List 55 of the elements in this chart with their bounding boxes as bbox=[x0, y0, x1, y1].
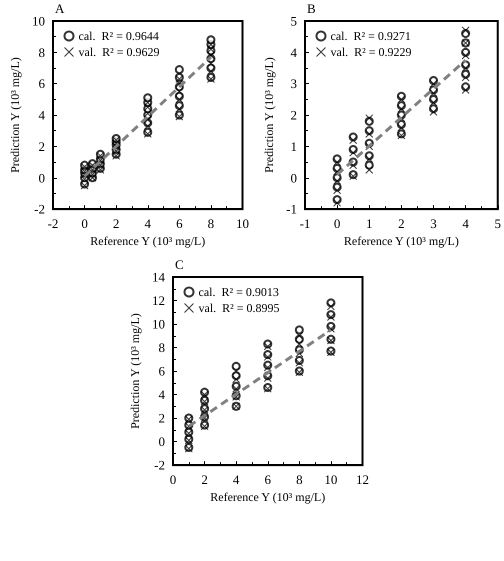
legend-label: val. R² = 0.9629 bbox=[78, 45, 160, 59]
x-tick-label: 12 bbox=[356, 472, 369, 488]
y-axis-title: Prediction Y (10³ mg/L) bbox=[128, 313, 142, 429]
x-tick-label: 0 bbox=[81, 216, 88, 232]
y-tick-label: 0 bbox=[290, 170, 297, 186]
x-tick-label: 2 bbox=[112, 216, 120, 232]
y-tick-label: 14 bbox=[152, 270, 166, 284]
y-tick-label: 10 bbox=[32, 14, 45, 28]
y-tick-label: 8 bbox=[158, 340, 165, 356]
y-axis-title: Prediction Y (10³ mg/L) bbox=[8, 57, 22, 173]
y-tick-label: 4 bbox=[158, 387, 166, 402]
y-tick-label: 5 bbox=[290, 14, 297, 28]
x-tick-label: 5 bbox=[494, 216, 501, 232]
y-tick-label: 12 bbox=[152, 293, 165, 308]
x-tick-label: 10 bbox=[324, 472, 338, 488]
y-tick-label: 0 bbox=[158, 434, 165, 450]
x-tick-label: 4 bbox=[232, 472, 240, 488]
y-tick-label: 10 bbox=[152, 316, 165, 332]
x-tick-label: 1 bbox=[366, 216, 372, 232]
x-tick-label: 2 bbox=[201, 472, 208, 488]
x-tick-label: 0 bbox=[334, 216, 340, 232]
y-tick-label: 4 bbox=[38, 108, 46, 123]
y-tick-label: -2 bbox=[34, 202, 45, 217]
y-tick-label: -2 bbox=[154, 458, 165, 473]
chart-title: C bbox=[175, 257, 184, 272]
x-tick-label: 3 bbox=[430, 216, 437, 232]
x-tick-label: 6 bbox=[176, 216, 184, 232]
y-tick-label: 2 bbox=[290, 108, 297, 123]
y-tick-label: 6 bbox=[158, 364, 166, 379]
x-tick-label: 0 bbox=[170, 472, 176, 488]
x-axis-title: Reference Y (10³ mg/L) bbox=[90, 234, 206, 248]
legend-label: val. R² = 0.8995 bbox=[198, 301, 280, 315]
x-tick-label: 6 bbox=[264, 472, 272, 488]
chart-title: B bbox=[307, 1, 316, 16]
legend-label: cal. R² = 0.9644 bbox=[78, 29, 159, 43]
chart-title: A bbox=[55, 1, 65, 16]
y-tick-label: 4 bbox=[290, 44, 298, 60]
x-tick-label: 4 bbox=[462, 216, 470, 232]
legend-label: cal. R² = 0.9013 bbox=[198, 285, 279, 299]
y-tick-label: 0 bbox=[38, 170, 45, 186]
x-axis-title: Reference Y (10³ mg/L) bbox=[210, 490, 326, 504]
y-axis-title: Prediction Y (10³ mg/L) bbox=[262, 57, 276, 173]
legend-label: val. R² = 0.9229 bbox=[330, 45, 412, 59]
y-tick-label: 6 bbox=[38, 76, 46, 92]
y-tick-label: 3 bbox=[290, 76, 297, 92]
x-tick-label: 10 bbox=[236, 216, 249, 232]
y-tick-label: 1 bbox=[290, 138, 297, 154]
y-tick-label: 2 bbox=[158, 410, 165, 426]
y-tick-label: 2 bbox=[38, 138, 45, 154]
y-tick-label: -1 bbox=[286, 202, 297, 217]
y-tick-label: 8 bbox=[38, 44, 45, 60]
x-axis-title: Reference Y (10³ mg/L) bbox=[344, 234, 459, 248]
x-tick-label: 8 bbox=[208, 216, 214, 232]
legend-label: cal. R² = 0.9271 bbox=[330, 29, 411, 43]
x-tick-label: 2 bbox=[398, 216, 405, 232]
